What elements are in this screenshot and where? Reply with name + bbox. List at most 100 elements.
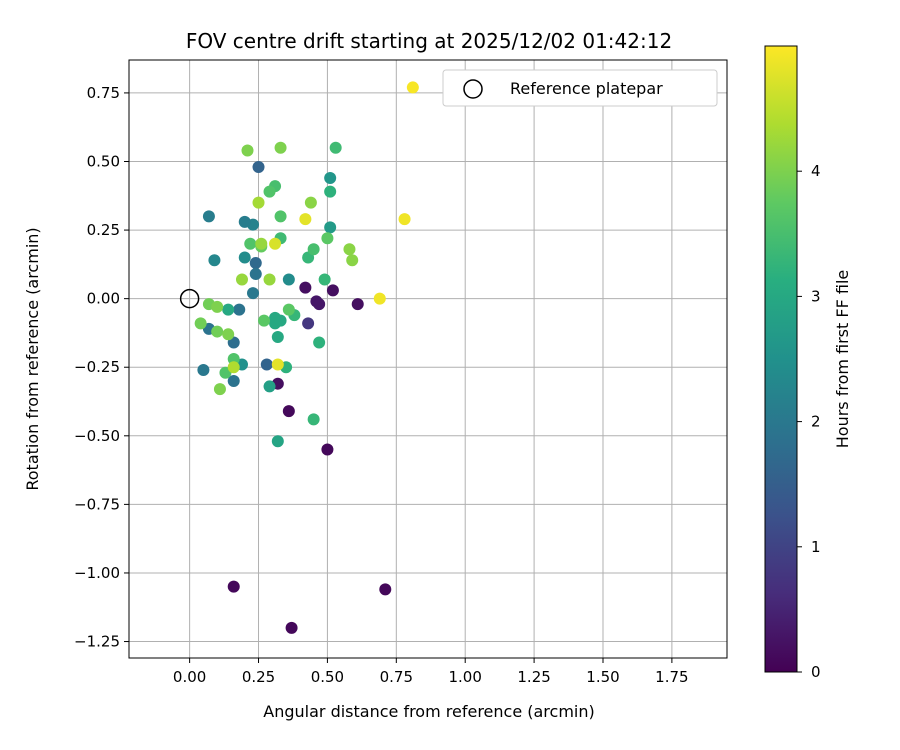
data-point <box>299 213 312 226</box>
data-point <box>263 273 276 286</box>
data-point <box>285 621 298 634</box>
data-point <box>274 141 287 154</box>
data-point <box>247 287 260 300</box>
data-point <box>324 171 337 184</box>
data-point <box>282 303 295 316</box>
legend: Reference platepar <box>442 69 718 107</box>
data-point <box>326 284 339 297</box>
colorbar: 0 1 2 3 4 Hours from first FF file <box>764 45 852 681</box>
x-tick-label: 0.75 <box>380 668 413 686</box>
y-tick-label: 0.75 <box>87 84 120 102</box>
data-point <box>406 81 419 94</box>
data-point <box>235 273 248 286</box>
y-tick-label: −1.00 <box>74 564 120 582</box>
data-point <box>263 185 276 198</box>
colorbar-label: Hours from first FF file <box>833 270 852 449</box>
y-tick-label: −0.50 <box>74 427 120 445</box>
data-point <box>321 443 334 456</box>
data-point <box>299 281 312 294</box>
x-tick-label: 1.00 <box>448 668 481 686</box>
data-point <box>227 580 240 593</box>
data-point <box>227 353 240 365</box>
data-point <box>307 243 320 256</box>
y-axis-ticks: 0.75 0.50 0.25 0.00 −0.25 −0.50 −0.75 −1.00 −1.2… <box>74 84 129 651</box>
y-tick-label: −0.75 <box>74 495 120 513</box>
data-point <box>274 314 287 327</box>
data-point <box>398 213 411 226</box>
y-tick-label: 0.25 <box>87 221 120 239</box>
colorbar-tick-label: 0 <box>811 663 821 681</box>
data-point <box>244 237 257 250</box>
data-point <box>211 325 224 338</box>
data-point <box>249 267 262 280</box>
data-point <box>249 256 262 269</box>
data-point <box>252 196 265 209</box>
data-point <box>346 254 359 267</box>
plot-background <box>129 60 727 658</box>
data-point <box>313 298 326 311</box>
data-point <box>197 363 210 376</box>
colorbar-gradient <box>764 45 798 673</box>
data-point <box>274 210 287 223</box>
data-point <box>307 413 320 426</box>
data-point <box>324 221 337 234</box>
legend-marker-reference <box>463 79 483 99</box>
x-tick-label: 0.25 <box>242 668 275 686</box>
x-tick-label: 1.50 <box>586 668 619 686</box>
y-tick-label: −1.25 <box>74 633 120 651</box>
data-point <box>227 361 240 374</box>
plot-frame <box>128 59 728 659</box>
grid-lines <box>129 60 727 658</box>
colorbar-ticks: 0 1 2 3 4 <box>797 162 821 681</box>
data-point <box>271 435 284 448</box>
data-point <box>211 300 224 313</box>
data-point <box>213 383 226 396</box>
data-point <box>208 254 221 267</box>
x-tick-label: 0.00 <box>173 668 206 686</box>
data-point <box>258 314 271 327</box>
data-point <box>194 317 207 330</box>
colorbar-tick-label: 1 <box>811 538 821 556</box>
legend-label-reference: Reference platepar <box>510 79 663 98</box>
data-point <box>318 273 331 286</box>
data-point <box>238 251 251 264</box>
data-point <box>263 380 276 393</box>
data-point <box>241 144 254 157</box>
y-tick-label: −0.25 <box>74 358 120 376</box>
data-point <box>313 336 326 349</box>
data-point <box>222 303 235 316</box>
data-point <box>373 292 386 305</box>
colorbar-tick-label: 2 <box>811 413 821 431</box>
x-tick-label: 0.50 <box>311 668 344 686</box>
colorbar-tick-label: 3 <box>811 287 821 305</box>
x-axis-ticks: 0.00 0.25 0.50 0.75 1.00 1.25 1.50 1.75 <box>173 658 689 686</box>
data-point <box>222 328 235 341</box>
data-point <box>304 196 317 209</box>
data-point <box>233 303 246 316</box>
data-point <box>302 317 315 330</box>
data-point <box>269 237 282 250</box>
data-point <box>238 215 251 228</box>
y-tick-label: 0.00 <box>87 290 120 308</box>
y-tick-label: 0.50 <box>87 152 120 170</box>
x-tick-label: 1.75 <box>655 668 688 686</box>
data-point <box>329 141 342 154</box>
data-point <box>271 358 284 371</box>
data-points <box>194 81 419 634</box>
data-point <box>271 331 284 344</box>
data-point <box>260 358 273 371</box>
data-point <box>343 243 356 256</box>
data-point <box>321 232 334 245</box>
data-point <box>227 374 240 387</box>
x-axis-label: Angular distance from reference (arcmin) <box>263 702 594 721</box>
data-point <box>351 298 364 311</box>
chart-title: FOV centre drift starting at 2025/12/02 … <box>186 29 672 53</box>
data-point <box>282 273 295 286</box>
data-point <box>282 405 295 418</box>
colorbar-tick-label: 4 <box>811 162 821 180</box>
x-tick-label: 1.25 <box>517 668 550 686</box>
data-point <box>202 210 215 223</box>
y-axis-label: Rotation from reference (arcmin) <box>23 227 42 490</box>
legend-box <box>442 69 718 107</box>
